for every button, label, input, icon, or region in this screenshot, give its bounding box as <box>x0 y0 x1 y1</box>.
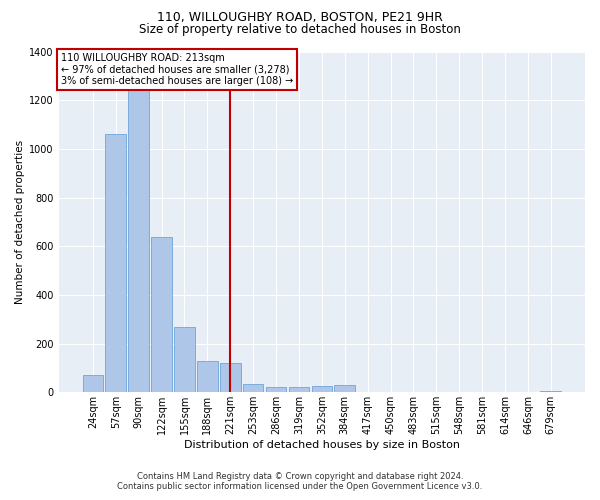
Bar <box>289 388 309 392</box>
Bar <box>151 236 172 392</box>
Bar <box>243 384 263 392</box>
Bar <box>197 360 218 392</box>
Text: 110 WILLOUGHBY ROAD: 213sqm
← 97% of detached houses are smaller (3,278)
3% of s: 110 WILLOUGHBY ROAD: 213sqm ← 97% of det… <box>61 53 293 86</box>
Bar <box>266 388 286 392</box>
Bar <box>334 386 355 392</box>
Bar <box>106 134 126 392</box>
Text: 110, WILLOUGHBY ROAD, BOSTON, PE21 9HR: 110, WILLOUGHBY ROAD, BOSTON, PE21 9HR <box>157 11 443 24</box>
Bar <box>220 363 241 392</box>
Y-axis label: Number of detached properties: Number of detached properties <box>15 140 25 304</box>
Bar <box>311 386 332 392</box>
Bar <box>174 326 195 392</box>
Text: Contains HM Land Registry data © Crown copyright and database right 2024.
Contai: Contains HM Land Registry data © Crown c… <box>118 472 482 491</box>
X-axis label: Distribution of detached houses by size in Boston: Distribution of detached houses by size … <box>184 440 460 450</box>
Text: Size of property relative to detached houses in Boston: Size of property relative to detached ho… <box>139 22 461 36</box>
Bar <box>83 376 103 392</box>
Bar <box>541 391 561 392</box>
Bar <box>128 90 149 393</box>
